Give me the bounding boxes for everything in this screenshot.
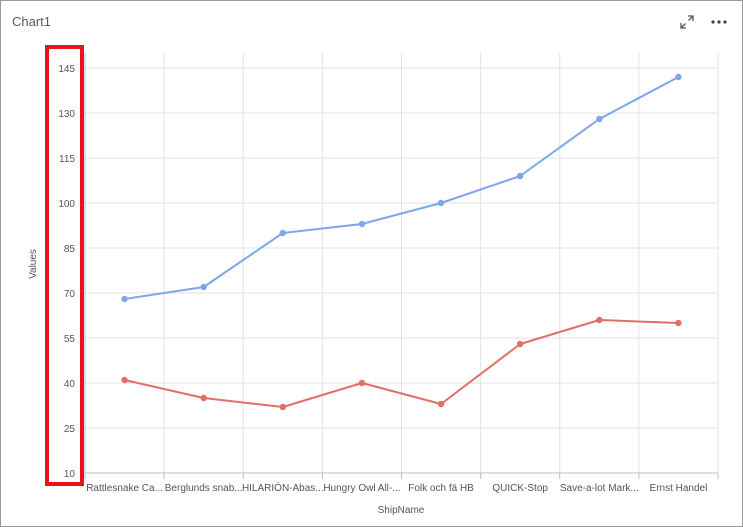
y-tick-label: 145 [58, 64, 75, 75]
x-tick-label: Berglunds snab... [165, 483, 243, 494]
x-axis-title: ShipName [378, 505, 425, 516]
series-2-point [596, 316, 603, 324]
series-line-2 [124, 319, 679, 408]
y-tick-label: 40 [64, 379, 76, 390]
y-tick-label: 10 [64, 469, 76, 480]
series-1-point [200, 283, 207, 291]
series-1-point [358, 220, 366, 228]
series-2-point [358, 379, 366, 387]
y-axis-title: Values [28, 249, 39, 279]
y-tick-label: 25 [64, 424, 76, 435]
chart-title: Chart1 [12, 14, 52, 29]
series-2-point [675, 319, 682, 327]
series-1-point [596, 115, 603, 123]
x-tick-label: Rattlesnake Ca... [86, 483, 163, 494]
y-tick-label: 85 [64, 244, 76, 255]
series-2-point [200, 394, 207, 402]
series-1-point [279, 229, 287, 237]
x-tick-label: Ernst Handel [650, 483, 708, 494]
series-1-point [675, 73, 682, 81]
y-axis-highlight-box [45, 45, 84, 486]
x-tick-label: QUICK-Stop [492, 483, 548, 494]
series-line-1 [124, 76, 679, 300]
x-tick-label: Hungry Owl All-... [323, 483, 400, 494]
expand-icon[interactable] [678, 13, 696, 31]
y-tick-label: 115 [59, 154, 75, 165]
series-2-point [437, 400, 445, 408]
y-tick-label: 130 [58, 109, 75, 120]
y-tick-label: 55 [64, 334, 76, 345]
x-tick-label: HILARIÓN-Abas... [242, 481, 324, 494]
series-1-point [516, 172, 524, 180]
series-2-point [121, 376, 128, 384]
series-1-point [121, 295, 128, 303]
x-tick-label: Folk och fä HB [408, 483, 474, 494]
y-tick-label: 70 [64, 289, 76, 300]
y-tick-label: 100 [58, 199, 75, 210]
series-2-point [279, 403, 287, 411]
series-1-point [437, 199, 445, 207]
series-2-point [516, 340, 524, 348]
more-options-icon[interactable] [710, 13, 728, 31]
x-tick-label: Save-a-lot Mark... [560, 483, 639, 494]
